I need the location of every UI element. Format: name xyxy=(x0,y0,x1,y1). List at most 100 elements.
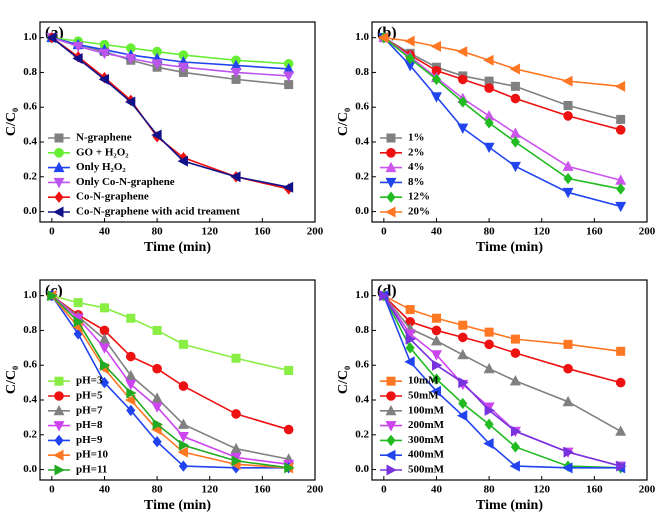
marker xyxy=(284,462,295,474)
y-tick-label: 0.8 xyxy=(23,66,37,78)
legend-label: GO + H₂O₂ xyxy=(76,146,129,158)
marker xyxy=(404,356,415,368)
marker xyxy=(563,339,573,349)
marker xyxy=(98,343,110,354)
legend-marker xyxy=(53,404,65,416)
marker xyxy=(178,339,188,349)
x-tick-label: 120 xyxy=(201,484,218,496)
plot-frame xyxy=(371,21,648,223)
marker xyxy=(178,460,189,472)
marker xyxy=(126,387,137,399)
marker xyxy=(152,325,162,335)
legend-label: Co-N-graphene xyxy=(76,191,149,203)
series-line xyxy=(383,36,621,131)
y-tick-label: 0.8 xyxy=(355,324,369,336)
marker xyxy=(126,404,136,417)
series-line xyxy=(51,295,289,431)
marker xyxy=(457,123,469,134)
marker xyxy=(509,161,521,173)
marker xyxy=(125,379,137,391)
marker xyxy=(616,346,626,356)
marker xyxy=(458,377,469,389)
series-line xyxy=(51,295,289,469)
marker xyxy=(457,332,468,343)
legend-label: 2% xyxy=(408,146,425,158)
y-tick-label: 0.4 xyxy=(355,136,369,148)
marker xyxy=(431,313,441,323)
y-tick-label: 0.0 xyxy=(23,205,37,217)
marker xyxy=(430,92,442,103)
marker xyxy=(563,111,573,121)
marker xyxy=(177,62,189,74)
y-tick-label: 0.6 xyxy=(23,101,37,113)
legend-marker xyxy=(54,376,64,386)
x-axis-label: Time (min) xyxy=(144,498,211,513)
legend-label: 500mM xyxy=(408,464,445,476)
marker xyxy=(510,136,521,148)
y-tick-label: 1.0 xyxy=(23,289,37,301)
marker xyxy=(563,100,573,110)
legend-label: Only Co-N-graphene xyxy=(76,176,175,188)
y-tick-label: 0.0 xyxy=(355,205,369,217)
legend-label: 200mM xyxy=(408,419,445,431)
y-tick-label: 0.0 xyxy=(355,463,369,475)
marker xyxy=(126,313,136,323)
x-tick-label: 120 xyxy=(533,484,550,496)
x-tick-label: 160 xyxy=(586,226,603,238)
y-tick-label: 0.6 xyxy=(355,101,369,113)
marker xyxy=(510,81,520,91)
legend-label: 20% xyxy=(408,206,430,218)
legend-marker xyxy=(385,449,396,461)
marker xyxy=(405,305,415,315)
marker xyxy=(379,290,390,302)
marker xyxy=(405,333,416,345)
legend-label: pH=9 xyxy=(76,434,103,446)
x-axis-label: Time (min) xyxy=(144,240,211,255)
legend-label: 12% xyxy=(408,191,430,203)
x-tick-label: 80 xyxy=(484,226,496,238)
x-tick-label: 120 xyxy=(533,226,550,238)
x-tick-label: 200 xyxy=(307,226,324,238)
x-tick-label: 160 xyxy=(254,226,271,238)
y-tick-label: 0.4 xyxy=(355,394,369,406)
legend-marker xyxy=(386,464,397,476)
marker xyxy=(458,96,468,108)
y-tick-label: 0.4 xyxy=(23,394,37,406)
marker xyxy=(615,201,627,213)
legend-marker xyxy=(386,191,396,203)
marker xyxy=(99,303,109,313)
legend-label: pH=5 xyxy=(76,390,103,402)
marker xyxy=(563,446,574,458)
marker xyxy=(431,325,442,336)
y-tick-label: 1.0 xyxy=(23,31,37,43)
x-tick-label: 160 xyxy=(254,484,271,496)
marker xyxy=(484,418,494,431)
series-line xyxy=(51,36,289,70)
marker xyxy=(510,334,520,344)
legend-marker xyxy=(386,434,396,447)
y-tick-label: 0.2 xyxy=(355,170,369,182)
marker xyxy=(430,350,442,361)
legend-marker xyxy=(54,434,64,447)
marker xyxy=(405,342,415,354)
y-tick-label: 0.2 xyxy=(23,170,37,182)
marker xyxy=(151,59,163,70)
y-tick-label: 0.4 xyxy=(23,136,37,148)
marker xyxy=(483,54,494,66)
legend-label: pH=7 xyxy=(76,404,103,416)
marker xyxy=(510,348,521,358)
marker xyxy=(405,52,415,65)
marker xyxy=(72,41,84,53)
legend-marker xyxy=(54,191,64,203)
marker xyxy=(510,425,522,437)
series-line xyxy=(383,294,621,353)
legend-label: 4% xyxy=(408,161,425,173)
legend-label: pH=11 xyxy=(76,464,107,476)
marker xyxy=(230,67,242,79)
marker xyxy=(152,363,162,374)
marker xyxy=(562,187,574,199)
legend-marker xyxy=(385,404,397,416)
legend-marker xyxy=(385,177,397,189)
marker xyxy=(178,439,190,451)
marker xyxy=(284,365,294,375)
